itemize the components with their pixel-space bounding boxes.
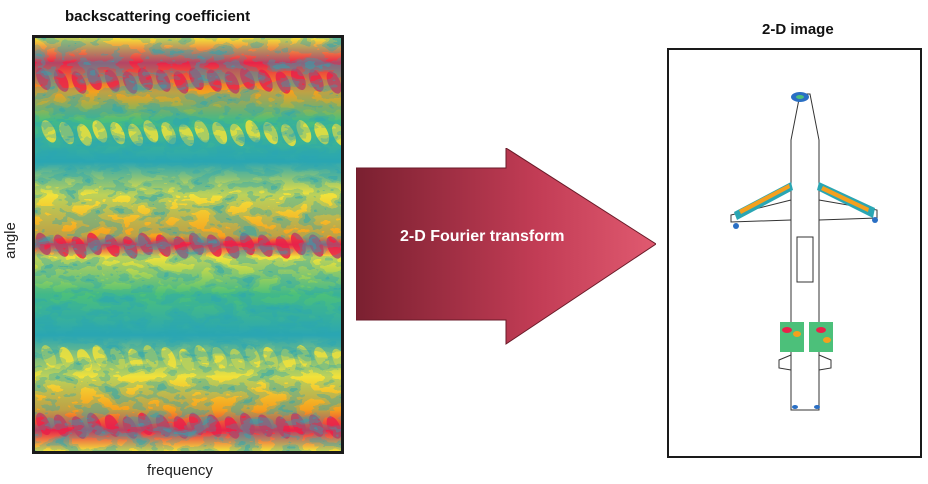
y-axis-label: angle	[1, 222, 19, 259]
heatmap-svg	[35, 38, 341, 451]
transform-arrow	[355, 147, 657, 353]
arrow-label: 2-D Fourier transform	[400, 228, 565, 245]
fuselage-outline	[790, 93, 820, 411]
reconstructed-image	[667, 48, 922, 458]
x-axis-label: frequency	[147, 462, 213, 479]
backscatter-heatmap	[32, 35, 344, 454]
left-panel-title: backscattering coefficient	[65, 8, 251, 25]
right-panel-title: 2-D image	[762, 21, 834, 38]
aircraft-image	[730, 92, 878, 411]
tail-outline	[778, 354, 832, 371]
cabin-marker	[796, 236, 814, 283]
scatter-spots	[733, 92, 878, 409]
left-wing-outline	[730, 199, 792, 223]
